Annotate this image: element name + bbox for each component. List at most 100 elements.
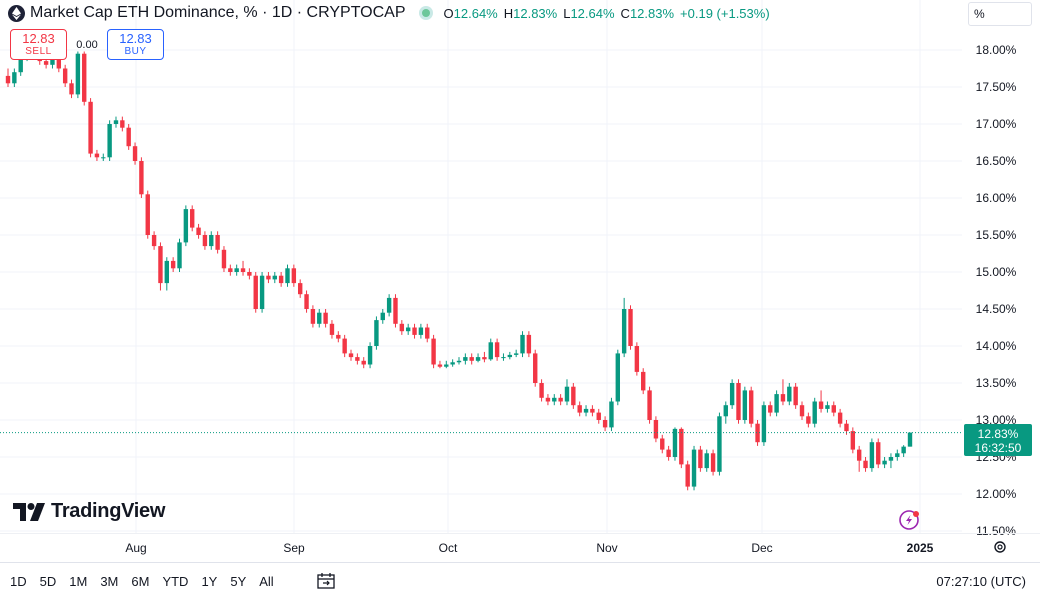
y-tick-label: 12.00% <box>976 487 1017 501</box>
go-to-date-icon[interactable] <box>316 572 336 590</box>
candle <box>856 445 862 472</box>
candle-body <box>856 449 862 461</box>
candle <box>901 445 906 457</box>
candle <box>647 386 652 424</box>
candle <box>799 401 805 420</box>
candle-body <box>539 383 544 398</box>
candle-body <box>825 405 830 409</box>
candle-body <box>228 268 233 272</box>
candle-body <box>672 428 678 457</box>
candle-body <box>888 457 894 461</box>
candle-body <box>234 268 239 272</box>
range-5d-button[interactable]: 5D <box>39 574 57 589</box>
x-tick-label: 2025 <box>907 541 934 555</box>
buy-button[interactable]: 12.83 BUY <box>107 29 164 60</box>
candle-body <box>774 394 779 413</box>
candle <box>285 264 290 287</box>
candle-body <box>113 120 119 124</box>
range-6m-button[interactable]: 6M <box>131 574 150 589</box>
candle <box>469 353 474 365</box>
candle-body <box>698 449 703 469</box>
candle-body <box>120 120 125 128</box>
candle <box>888 453 894 469</box>
candle-body <box>240 268 246 272</box>
candle-body <box>215 235 220 250</box>
candle-body <box>501 357 506 359</box>
candle <box>729 379 735 409</box>
candle-body <box>88 101 93 154</box>
candle <box>101 153 106 161</box>
candle <box>221 246 227 272</box>
range-all-button[interactable]: All <box>259 574 274 589</box>
candle-body <box>755 423 760 443</box>
candle-body <box>590 408 595 413</box>
candle <box>577 401 582 417</box>
price-axis[interactable]: 18.00% 17.50% 17.00% 16.50% 16.00% 15.50% 15.0… <box>976 43 1017 538</box>
candle <box>552 394 557 406</box>
candle-body <box>431 338 436 365</box>
time-axis[interactable]: Aug Sep Oct Nov Dec 2025 <box>125 541 933 555</box>
candle <box>558 394 563 406</box>
candle <box>355 353 360 365</box>
candle-body <box>628 309 633 346</box>
candle <box>297 279 303 298</box>
candle-body <box>393 297 398 324</box>
utc-clock[interactable]: 07:27:10 (UTC) <box>936 574 1026 589</box>
y-tick-label: 18.00% <box>976 43 1017 57</box>
candle-body <box>793 386 798 406</box>
candle <box>768 401 773 417</box>
candle <box>641 368 646 395</box>
candle-body <box>653 420 659 439</box>
candle-body <box>799 405 805 417</box>
candle-body <box>444 364 449 367</box>
candle <box>425 323 430 343</box>
candle-body <box>18 57 23 73</box>
tradingview-logo-icon <box>13 502 45 521</box>
candle <box>615 349 621 406</box>
sell-button[interactable]: 12.83 SELL <box>10 29 67 60</box>
candle-body <box>742 390 748 420</box>
candle <box>564 379 570 406</box>
range-3m-button[interactable]: 3M <box>100 574 119 589</box>
candle <box>177 238 182 272</box>
candle <box>259 272 265 313</box>
ethereum-icon <box>8 4 25 22</box>
candle <box>513 349 519 358</box>
candle-body <box>507 354 513 358</box>
chart-grid <box>0 0 962 533</box>
candle-body <box>666 449 671 457</box>
candle <box>412 323 417 339</box>
range-ytd-button[interactable]: YTD <box>162 574 189 589</box>
symbol-title[interactable]: Market Cap ETH Dominance, % · 1D · CRYPT… <box>30 4 406 21</box>
candle <box>450 359 455 367</box>
candle <box>634 342 640 376</box>
candle <box>272 272 277 284</box>
price-chart[interactable]: 18.00% 17.50% 17.00% 16.50% 16.00% 15.50% 15.0… <box>0 0 1040 562</box>
candle <box>755 420 760 446</box>
news-flash-icon[interactable] <box>899 510 919 530</box>
candle <box>405 323 411 335</box>
candle-body <box>69 83 74 95</box>
sell-label: SELL <box>25 45 52 57</box>
candle <box>456 357 462 365</box>
candle <box>869 438 875 472</box>
sell-price: 12.83 <box>22 30 55 46</box>
range-5y-button[interactable]: 5Y <box>230 574 247 589</box>
range-1y-button[interactable]: 1Y <box>201 574 218 589</box>
candle <box>507 351 513 360</box>
settings-icon[interactable] <box>994 541 1006 553</box>
candle <box>895 449 900 461</box>
candle <box>190 205 195 232</box>
range-1m-button[interactable]: 1M <box>69 574 88 589</box>
candle <box>545 394 551 406</box>
scale-mode-button[interactable]: % <box>968 2 1032 26</box>
tradingview-logo[interactable]: TradingView <box>13 500 165 523</box>
candle-body <box>882 460 887 465</box>
candle <box>94 149 100 161</box>
candle-body <box>450 362 455 365</box>
countdown-value: 16:32:50 <box>975 441 1022 455</box>
candle-body <box>405 327 411 332</box>
candle-body <box>494 342 500 358</box>
range-1d-button[interactable]: 1D <box>10 574 27 589</box>
candle-body <box>863 460 868 469</box>
